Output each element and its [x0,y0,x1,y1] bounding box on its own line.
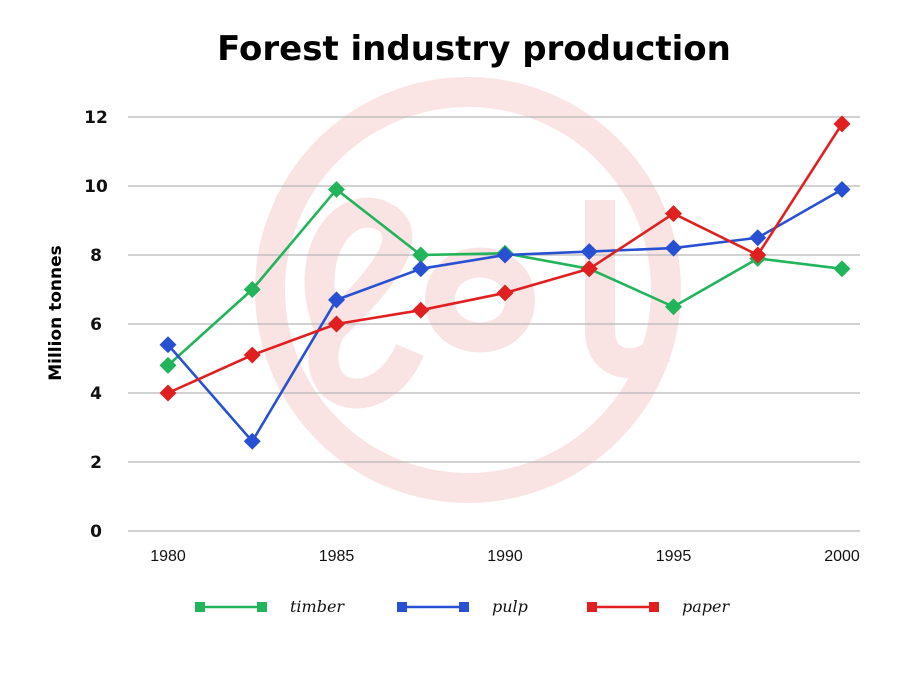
watermark-logo [255,77,681,503]
data-point-paper [580,260,598,278]
data-point-timber [833,260,851,278]
x-axis-ticks: 1980 1985 1990 1995 2000 [150,548,860,565]
y-tick-label: 4 [90,384,102,404]
y-tick-label: 6 [90,315,102,335]
legend-marker [397,602,407,612]
data-point-pulp [665,239,682,257]
legend-label: timber [290,597,345,616]
series-lines [159,115,851,450]
data-point-pulp [328,291,345,309]
data-point-paper [833,115,851,133]
y-axis-ticks: 0 2 4 6 8 10 12 [84,108,108,542]
data-point-pulp [496,246,514,264]
data-point-paper [328,315,345,333]
legend-marker [587,602,597,612]
x-tick-label: 1985 [319,548,355,565]
data-point-paper [159,384,177,402]
x-tick-label: 1995 [656,548,692,565]
data-point-paper [749,246,767,264]
data-point-paper [243,346,261,364]
chart-title: Forest industry production [217,29,731,69]
data-point-pulp [580,243,598,261]
x-tick-label: 1980 [150,548,186,565]
data-point-timber [243,281,261,298]
gridlines [128,116,860,532]
data-point-paper [496,284,514,302]
legend-item-timber: timber [195,597,345,616]
data-point-pulp [749,229,767,247]
y-tick-label: 12 [84,108,108,128]
x-tick-label: 1990 [487,548,523,565]
data-point-timber [328,180,345,198]
series-paper [159,115,851,402]
legend-marker [649,602,659,612]
legend-label: pulp [492,597,528,616]
legend-marker [459,602,469,612]
y-tick-label: 0 [90,522,102,542]
legend: timber pulp paper [195,597,730,616]
y-tick-label: 2 [90,453,102,473]
legend-marker [257,602,267,612]
y-tick-label: 8 [90,246,102,266]
data-point-pulp [412,260,430,278]
data-point-timber [159,356,177,374]
legend-marker [195,602,205,612]
data-point-timber [665,298,682,316]
legend-item-pulp: pulp [397,597,528,616]
data-point-paper [412,301,430,319]
y-axis-label: Million tonnes [46,245,66,381]
data-point-timber [412,246,430,264]
legend-item-paper: paper [587,597,730,616]
x-tick-label: 2000 [824,548,860,565]
data-point-pulp [833,180,851,198]
data-point-pulp [159,336,177,354]
data-point-paper [665,205,682,223]
data-point-pulp [243,432,261,450]
legend-label: paper [682,597,730,616]
y-tick-label: 10 [84,177,108,197]
